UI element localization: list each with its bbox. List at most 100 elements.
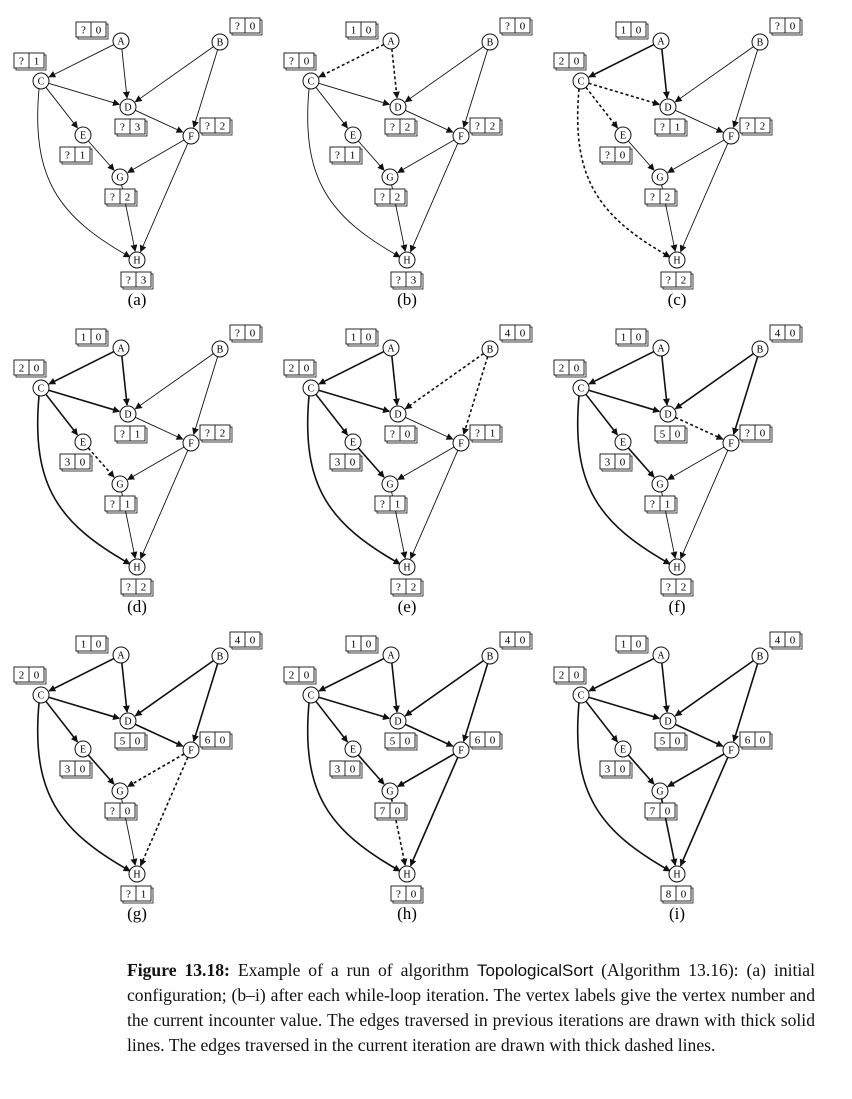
- vertex-e-letter: E: [620, 131, 626, 142]
- vertex-c-number: 2: [19, 670, 25, 682]
- vertex-b-number: 4: [775, 328, 781, 340]
- vertex-f-incounter: 1: [490, 428, 496, 440]
- vertex-a-incounter: 0: [366, 25, 372, 37]
- edge-f-g: [397, 139, 455, 173]
- vertex-g-incounter: 1: [665, 499, 671, 511]
- vertex-e-incounter: 1: [350, 150, 356, 162]
- vertex-a-incounter: 0: [96, 332, 102, 344]
- vertex-b: [211, 340, 229, 358]
- vertex-c-letter: C: [38, 384, 45, 395]
- vertex-e-incounter: 0: [620, 150, 626, 162]
- vertex-g-letter: G: [116, 787, 123, 798]
- vertex-f-letter: F: [728, 132, 734, 143]
- edge-f-g: [127, 753, 185, 788]
- label-box-d: ? 2: [384, 118, 418, 137]
- vertex-h: [668, 558, 686, 576]
- vertex-c-letter: C: [38, 77, 45, 88]
- vertex-g-incounter: 2: [395, 192, 401, 204]
- vertex-c-incounter: 0: [34, 363, 40, 375]
- vertex-h-incounter: 0: [411, 889, 417, 901]
- edge-b-d: [674, 352, 754, 410]
- vertex-c-letter: C: [578, 691, 585, 702]
- edge-f-g: [127, 446, 185, 480]
- vertex-c-incounter: 1: [34, 56, 40, 68]
- vertex-a: [382, 339, 400, 357]
- panel-label: (i): [669, 904, 685, 923]
- vertex-d-number: 5: [660, 429, 666, 441]
- vertex-e-number: ?: [65, 150, 70, 162]
- panel-d: A1 0B? 0C2 0D? 1E3 0F? 2G? 1H? 2(d): [13, 324, 263, 616]
- vertex-g-incounter: 0: [395, 806, 401, 818]
- edge-f-h: [409, 757, 459, 867]
- vertex-e-incounter: 0: [80, 457, 86, 469]
- vertex-d-incounter: 0: [135, 736, 141, 748]
- vertex-d-incounter: 0: [675, 736, 681, 748]
- vertex-g-letter: G: [386, 173, 393, 184]
- edge-b-f: [192, 49, 219, 129]
- vertex-f-number: ?: [205, 428, 210, 440]
- vertex-d: [659, 405, 677, 423]
- edge-a-d: [391, 48, 400, 99]
- vertex-g: [381, 168, 399, 186]
- vertex-h-incounter: 3: [411, 275, 417, 287]
- vertex-c-letter: C: [38, 691, 45, 702]
- edge-e-g: [357, 754, 385, 785]
- vertex-f-letter: F: [728, 746, 734, 757]
- edge-c-d: [48, 389, 121, 413]
- vertex-c-incounter: 0: [574, 56, 580, 68]
- vertex-d-number: ?: [120, 122, 125, 134]
- vertex-h-number: 8: [666, 889, 672, 901]
- vertex-a-number: 1: [81, 332, 87, 344]
- vertex-b-incounter: 0: [520, 635, 526, 647]
- edge-a-d: [391, 355, 400, 406]
- edge-a-d: [121, 662, 130, 713]
- vertex-c-letter: C: [578, 384, 585, 395]
- vertex-h-letter: H: [403, 870, 410, 881]
- vertex-a-letter: A: [117, 37, 125, 48]
- edge-f-g: [397, 753, 455, 788]
- edge-c-h: [306, 702, 401, 872]
- vertex-e-letter: E: [80, 131, 86, 142]
- vertex-h-letter: H: [133, 256, 140, 267]
- label-box-g: ? 1: [104, 495, 138, 514]
- edge-c-d: [588, 389, 661, 413]
- label-box-g: ? 0: [104, 802, 138, 821]
- label-box-d: ? 3: [114, 118, 148, 137]
- vertex-f-number: ?: [475, 428, 480, 440]
- vertex-a-number: ?: [81, 25, 86, 37]
- label-box-f: ? 1: [469, 424, 503, 443]
- vertex-h-letter: H: [133, 870, 140, 881]
- vertex-b-letter: B: [217, 38, 224, 49]
- panel-label: (b): [397, 290, 417, 309]
- edge-a-c: [318, 350, 385, 385]
- panel-e: A1 0B4 0C2 0D? 0E3 0F? 1G? 1H? 2(e): [283, 324, 533, 616]
- vertex-a: [382, 646, 400, 664]
- edge-f-h: [679, 450, 729, 560]
- edge-d-f: [405, 416, 454, 440]
- edge-f-h: [409, 143, 459, 253]
- vertex-d: [659, 98, 677, 116]
- edge-e-g: [627, 754, 655, 785]
- label-box-h: ? 2: [120, 578, 154, 597]
- vertex-e-letter: E: [350, 438, 356, 449]
- vertex-a-incounter: 0: [636, 332, 642, 344]
- vertex-b-letter: B: [757, 38, 764, 49]
- vertex-h-number: ?: [126, 582, 131, 594]
- vertex-d-letter: D: [124, 410, 131, 421]
- vertex-g: [381, 782, 399, 800]
- edge-f-h: [409, 450, 459, 560]
- vertex-f-number: 6: [205, 735, 211, 747]
- vertex-b-number: ?: [505, 21, 510, 33]
- edge-c-e: [45, 700, 79, 743]
- vertex-c: [572, 72, 590, 90]
- vertex-a: [652, 32, 670, 50]
- vertex-b-number: ?: [775, 21, 780, 33]
- vertex-g-letter: G: [116, 173, 123, 184]
